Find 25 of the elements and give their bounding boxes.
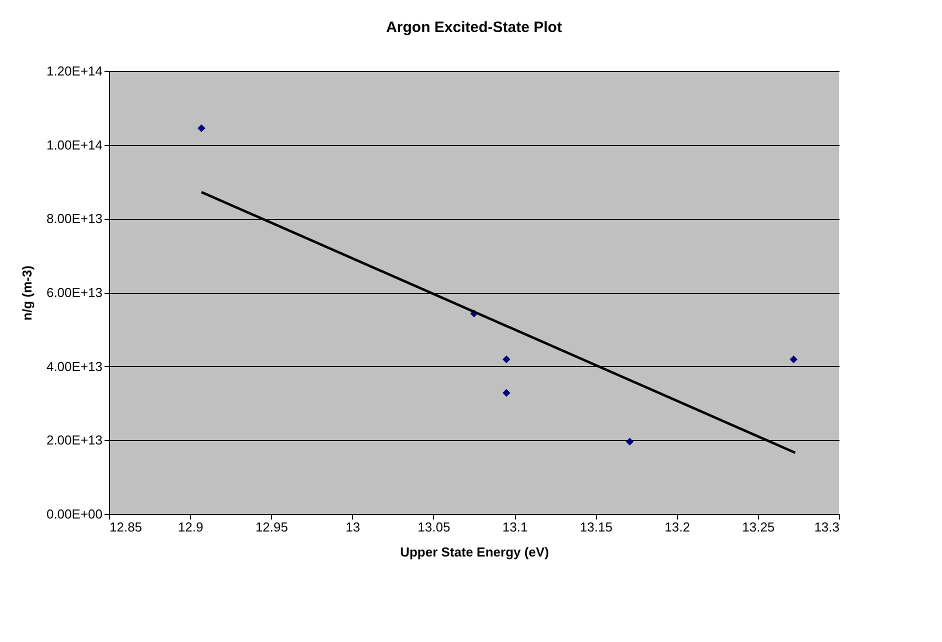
y-axis-title: n/g (m-3)	[19, 266, 34, 320]
x-tick-label: 13.2	[664, 520, 690, 534]
x-tick-label: 12.95	[255, 520, 288, 534]
point	[790, 355, 798, 364]
x-tick-label: 12.9	[178, 520, 204, 534]
point	[626, 438, 634, 446]
chart-title: Argon Excited-State Plot	[386, 19, 562, 36]
point	[502, 389, 510, 397]
y-tick-label: 1.20E+14	[46, 64, 102, 78]
x-tick-label: 13.1	[502, 520, 528, 534]
point	[502, 355, 510, 364]
y-tick-label: 0.00E+00	[46, 506, 102, 522]
y-tick-label: 4.00E+13	[46, 358, 102, 374]
y-tick-label: 8.00E+13	[46, 211, 102, 226]
x-tick-label: 12.85	[110, 520, 142, 534]
x-tick-label: 13.05	[418, 520, 450, 534]
x-tick-label: 13.25	[742, 520, 775, 534]
x-tick-label: 13	[346, 520, 360, 534]
point	[198, 124, 206, 132]
y-tick-label: 1.00E+14	[46, 137, 102, 152]
y-tick-label: 6.00E+13	[46, 285, 102, 300]
y-tick-label: 2.00E+13	[46, 432, 102, 448]
x-axis-title: Upper State Energy (eV)	[400, 544, 549, 560]
x-tick-label: 13.15	[580, 520, 612, 534]
x-tick-label: 13.3	[814, 520, 840, 534]
